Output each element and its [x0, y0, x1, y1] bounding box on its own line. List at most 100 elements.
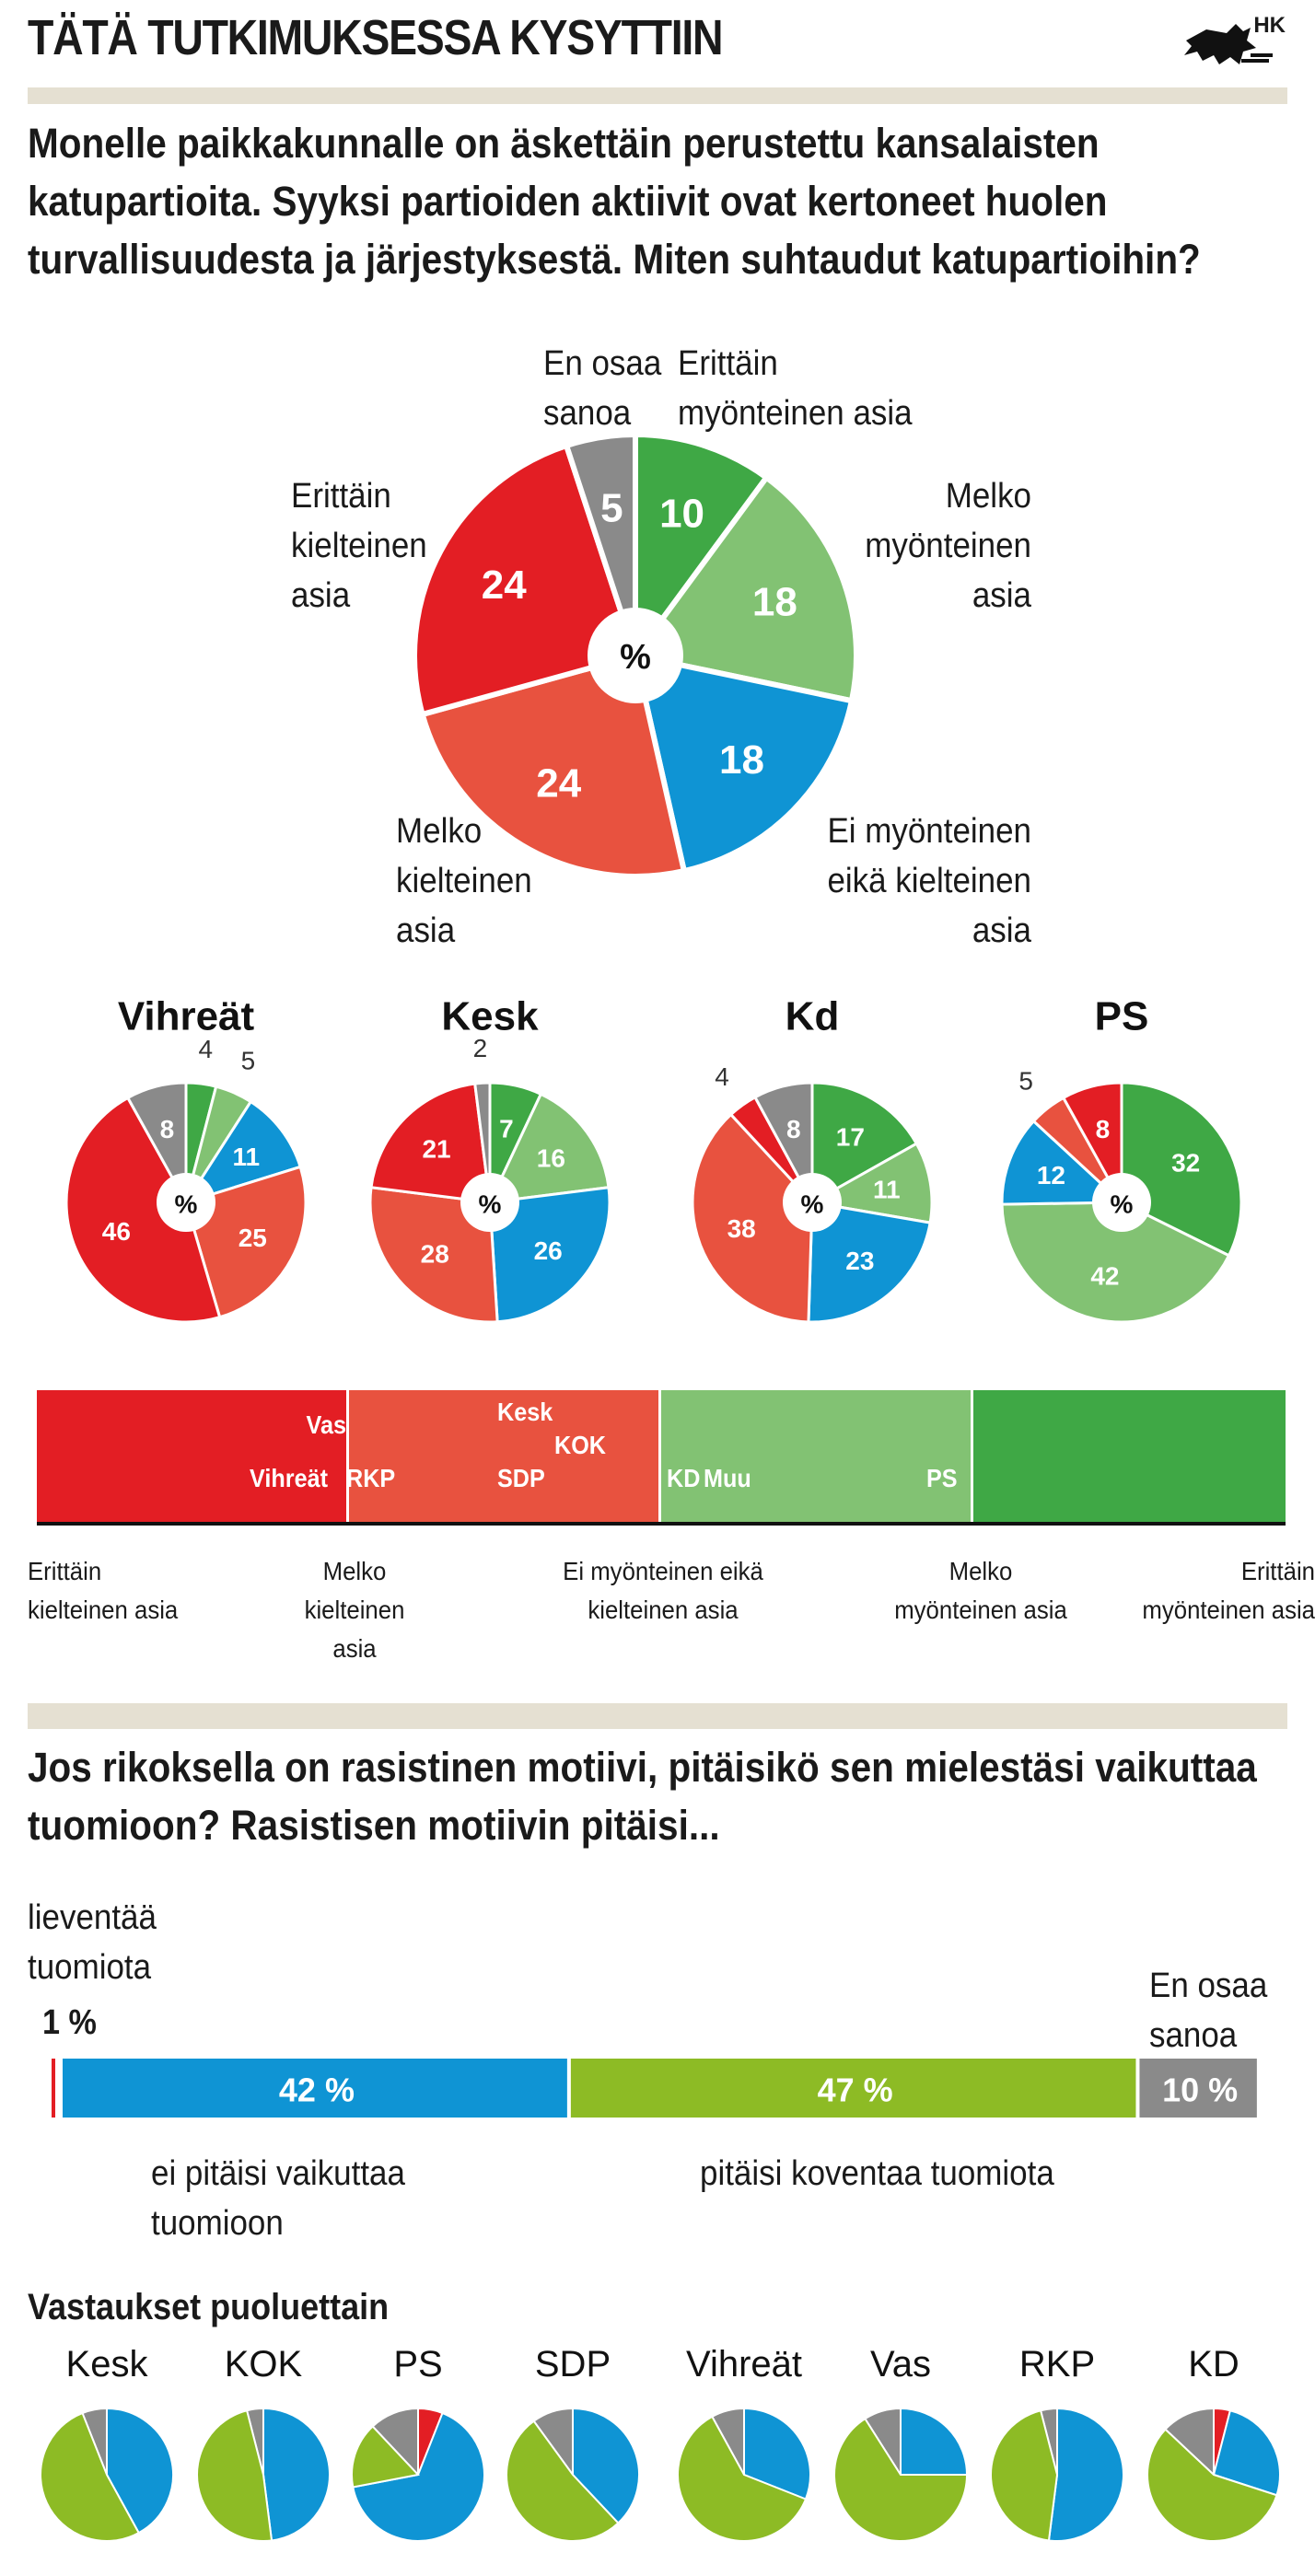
- main-pie-value-label: 24: [536, 760, 581, 806]
- party-pie-vihreät-slice: [184, 1165, 308, 1319]
- party-pie-vihreät-value-label: 25: [239, 1224, 267, 1252]
- scale-label-erittain-kielteinen: Erittäin kielteinen asia: [28, 1557, 179, 1624]
- party-name-label: RKP: [1019, 2344, 1095, 2385]
- party-pie-vihreät-center: [157, 1173, 215, 1232]
- marker-kd: KD: [667, 1464, 701, 1492]
- party-small-pie-sdp-slice: [572, 2407, 640, 2524]
- party-small-pie-ps-slice: [417, 2407, 444, 2476]
- party-pie-kesk-center: [460, 1173, 519, 1232]
- party-pie-ps-value-label: 12: [1037, 1161, 1065, 1189]
- party-pie-kd-value-label: 8: [786, 1115, 801, 1143]
- party-pie-kd-value-label: 17: [836, 1123, 865, 1152]
- party-small-pie-ps-slice: [351, 2425, 420, 2489]
- party-pie-ps-center-label: %: [1111, 1190, 1134, 1219]
- question-1: Monelle paikkakunnalle on äskettäin peru…: [28, 114, 1315, 288]
- party-pie-kesk-value-label: 21: [422, 1135, 450, 1164]
- party-name-label: Vihreät: [686, 2344, 802, 2385]
- party-pie-ps-slice: [1031, 1096, 1123, 1204]
- party-pie-kd-center-label: %: [801, 1190, 824, 1219]
- scale-segment-melko-myonteinen: [973, 1390, 1286, 1524]
- party-small-pie-rkp-slice: [1047, 2407, 1124, 2542]
- party-small-pie-kesk-slice: [40, 2411, 141, 2543]
- question-1-line: katupartioita. Syyksi partioiden aktiivi…: [28, 178, 1108, 225]
- label-melko-myonteinen: Melko myönteinen asia: [865, 477, 1031, 615]
- party-pie-kesk-slice: [473, 1081, 492, 1203]
- q2-bar-value-label: 42 %: [279, 2071, 355, 2109]
- party-pie-ps-value-label: 32: [1171, 1148, 1200, 1177]
- q2-bar-value-label: 10 %: [1162, 2071, 1238, 2109]
- label-lieventaa-value: 1 %: [42, 2003, 97, 2042]
- scale-segment-erittain-kielteinen: [37, 1390, 346, 1524]
- attitude-scale: [37, 1390, 1286, 1524]
- party-small-pie-ps-slice: [371, 2407, 419, 2477]
- party-pie-vihreät-value-label: 11: [232, 1143, 260, 1171]
- party-name-label: Kesk: [66, 2344, 149, 2385]
- main-pie-slice: [630, 473, 859, 704]
- party-pie-kd-slice: [752, 1081, 814, 1203]
- header-divider: [28, 87, 1287, 104]
- party-name-label: SDP: [535, 2344, 611, 2385]
- label-erittain-myonteinen: Erittäin myönteinen asia: [678, 344, 913, 433]
- scale-segment-melko-kielteinen: [349, 1390, 658, 1524]
- party-pie-ps-value-label: 5: [1018, 1066, 1033, 1095]
- scale-label-erittain-myonteinen: Erittäin myönteinen asia: [1142, 1557, 1315, 1624]
- party-pie-kd-slice: [728, 1095, 814, 1204]
- party-small-pie-vas-slice: [864, 2407, 902, 2478]
- question-2: Jos rikoksella on rasistinen motiivi, pi…: [28, 1738, 1315, 1854]
- label-lieventaa: lieventää tuomiota: [28, 1898, 157, 1987]
- party-pie-title: PS: [1095, 994, 1149, 1039]
- main-pie-value-label: 5: [600, 486, 623, 531]
- party-small-pie-kd-slice: [1213, 2407, 1232, 2476]
- section-divider: [28, 1703, 1287, 1729]
- party-name-label: Vas: [870, 2344, 931, 2385]
- party-pie-kesk-slice: [369, 1082, 492, 1204]
- scale-segment-neutraali: [661, 1390, 971, 1524]
- party-pie-ps-slice: [1061, 1081, 1123, 1208]
- label-en-osaa-2: En osaa sanoa: [1149, 1967, 1268, 2055]
- party-small-pie-kd-slice: [1146, 2428, 1278, 2542]
- party-small-pie-sdp-slice: [506, 2419, 620, 2542]
- label-koventaa: pitäisi koventaa tuomiota: [700, 2154, 1054, 2193]
- scale-label-melko-kielteinen: Melko kielteinen asia: [304, 1557, 405, 1663]
- party-pie-kd-slice: [807, 1201, 932, 1324]
- scale-label-melko-myonteinen: Melko myönteinen asia: [894, 1557, 1067, 1624]
- party-small-pie-kd-slice: [1212, 2409, 1281, 2497]
- party-pie-kd-value-label: 23: [845, 1247, 874, 1275]
- party-small-pie-kesk-slice: [81, 2407, 108, 2476]
- main-pie-value-label: 18: [752, 580, 797, 625]
- label-erittain-kielteinen: Erittäin kielteinen asia: [291, 477, 427, 615]
- main-pie-value-label: 24: [482, 563, 527, 608]
- question-1-line: Monelle paikkakunnalle on äskettäin peru…: [28, 120, 1100, 167]
- party-pie-ps-slice: [1000, 1119, 1125, 1206]
- label-en-osaa: En osaa sanoa: [543, 344, 662, 433]
- party-small-pie-vihreät-slice: [677, 2415, 808, 2542]
- party-pie-kesk-slice: [368, 1186, 499, 1324]
- party-pie-kd-value-label: 4: [715, 1062, 729, 1091]
- party-small-pie-ps-slice: [352, 2411, 485, 2542]
- label-ei-pitaisi: ei pitäisi vaikuttaa tuomioon: [151, 2154, 405, 2243]
- party-name-label: KD: [1188, 2344, 1239, 2385]
- party-pie-vihreät-value-label: 5: [241, 1047, 256, 1075]
- question-1-line: turvallisuudesta ja järjestyksestä. Mite…: [28, 236, 1201, 283]
- marker-vihreat: Vihreät: [250, 1464, 328, 1492]
- scale-axis: [37, 1522, 1286, 1526]
- label-melko-kielteinen: Melko kielteinen asia: [396, 812, 532, 950]
- party-name-label: PS: [393, 2344, 442, 2385]
- party-pie-vihreät-slice: [64, 1096, 222, 1324]
- party-pie-ps-value-label: 8: [1096, 1115, 1111, 1143]
- main-pie-value-label: 18: [719, 737, 764, 783]
- party-pie-title: Kesk: [441, 994, 539, 1039]
- party-small-pie-rkp-slice: [1039, 2407, 1058, 2476]
- hk-logo: HK: [1179, 13, 1289, 77]
- main-pie-slice: [563, 431, 638, 656]
- party-pie-kd-center: [783, 1173, 842, 1232]
- party-pie-vihreät-value-label: 8: [160, 1115, 175, 1143]
- party-pie-kd-value-label: 11: [873, 1176, 901, 1204]
- party-small-pie-sdp-slice: [532, 2407, 574, 2478]
- q2-bar-segment: [63, 2059, 567, 2118]
- party-pie-kesk-center-label: %: [479, 1190, 502, 1219]
- party-small-pie-vas-slice: [833, 2417, 969, 2542]
- question-2-line: tuomioon? Rasistisen motiivin pitäisi...: [28, 1802, 720, 1849]
- party-pie-title: Vihreät: [118, 994, 255, 1039]
- party-pie-kd-value-label: 38: [727, 1214, 756, 1243]
